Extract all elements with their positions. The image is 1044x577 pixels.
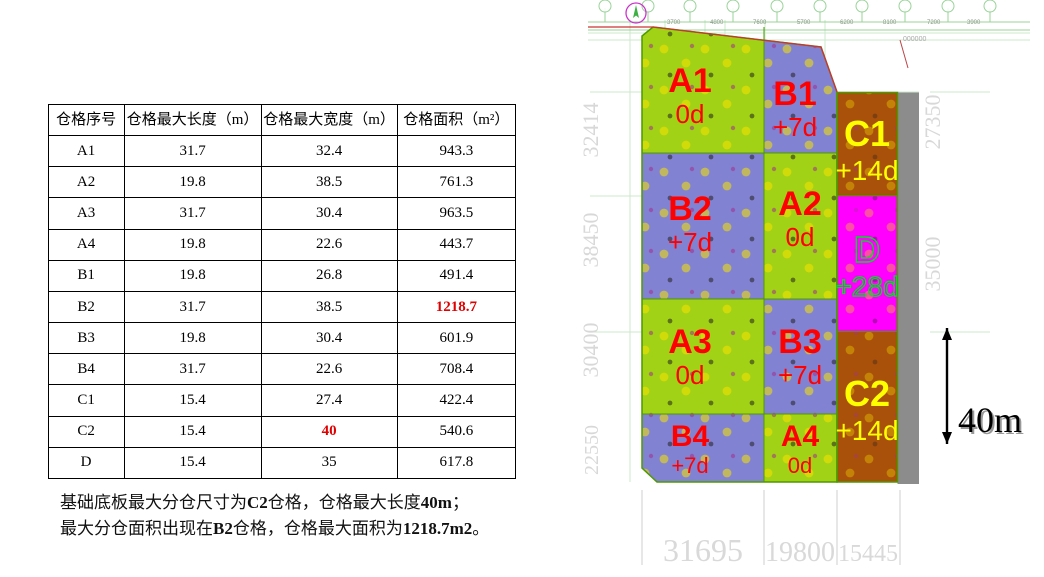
svg-text:A1: A1 bbox=[668, 62, 711, 100]
svg-text:A2: A2 bbox=[778, 185, 821, 223]
svg-text:0d: 0d bbox=[676, 99, 705, 129]
svg-text:27350: 27350 bbox=[920, 95, 945, 150]
svg-text:5700: 5700 bbox=[797, 20, 811, 26]
svg-text:A3: A3 bbox=[668, 323, 711, 361]
svg-text:32414: 32414 bbox=[578, 103, 603, 158]
svg-text:31695: 31695 bbox=[663, 532, 743, 568]
svg-text:19800: 19800 bbox=[765, 537, 835, 568]
svg-text:7600: 7600 bbox=[753, 20, 767, 26]
svg-text:15445: 15445 bbox=[838, 541, 898, 567]
svg-text:+7d: +7d bbox=[778, 360, 822, 390]
svg-text:38450: 38450 bbox=[578, 213, 603, 268]
svg-text:30400: 30400 bbox=[578, 323, 603, 378]
svg-text:8100: 8100 bbox=[883, 20, 897, 26]
svg-text:4800: 4800 bbox=[710, 20, 724, 26]
svg-text:C1: C1 bbox=[844, 113, 890, 154]
svg-text:3700: 3700 bbox=[667, 20, 681, 26]
svg-text:B2: B2 bbox=[668, 190, 711, 228]
svg-text:22550: 22550 bbox=[581, 425, 603, 475]
svg-text:D: D bbox=[854, 229, 880, 270]
svg-text:B4: B4 bbox=[671, 420, 710, 453]
svg-text:6200: 6200 bbox=[840, 20, 854, 26]
svg-text:B1: B1 bbox=[773, 75, 816, 113]
svg-text:C2: C2 bbox=[844, 373, 890, 414]
svg-text:+7d: +7d bbox=[668, 227, 712, 257]
svg-text:0d: 0d bbox=[788, 453, 812, 478]
svg-text:0d: 0d bbox=[786, 222, 815, 252]
svg-text:+14d: +14d bbox=[835, 155, 898, 186]
svg-text:+7d: +7d bbox=[671, 453, 708, 478]
svg-text:35000: 35000 bbox=[920, 237, 945, 292]
svg-text:A4: A4 bbox=[781, 420, 820, 453]
svg-text:000000: 000000 bbox=[903, 36, 926, 43]
svg-text:B3: B3 bbox=[778, 323, 821, 361]
svg-text:40m: 40m bbox=[958, 400, 1022, 440]
svg-text:+28d: +28d bbox=[835, 271, 898, 302]
svg-text:+14d: +14d bbox=[835, 415, 898, 446]
svg-text:+7d: +7d bbox=[773, 112, 817, 142]
svg-text:0d: 0d bbox=[676, 360, 705, 390]
svg-text:7200: 7200 bbox=[927, 20, 941, 26]
svg-text:3900: 3900 bbox=[967, 20, 981, 26]
